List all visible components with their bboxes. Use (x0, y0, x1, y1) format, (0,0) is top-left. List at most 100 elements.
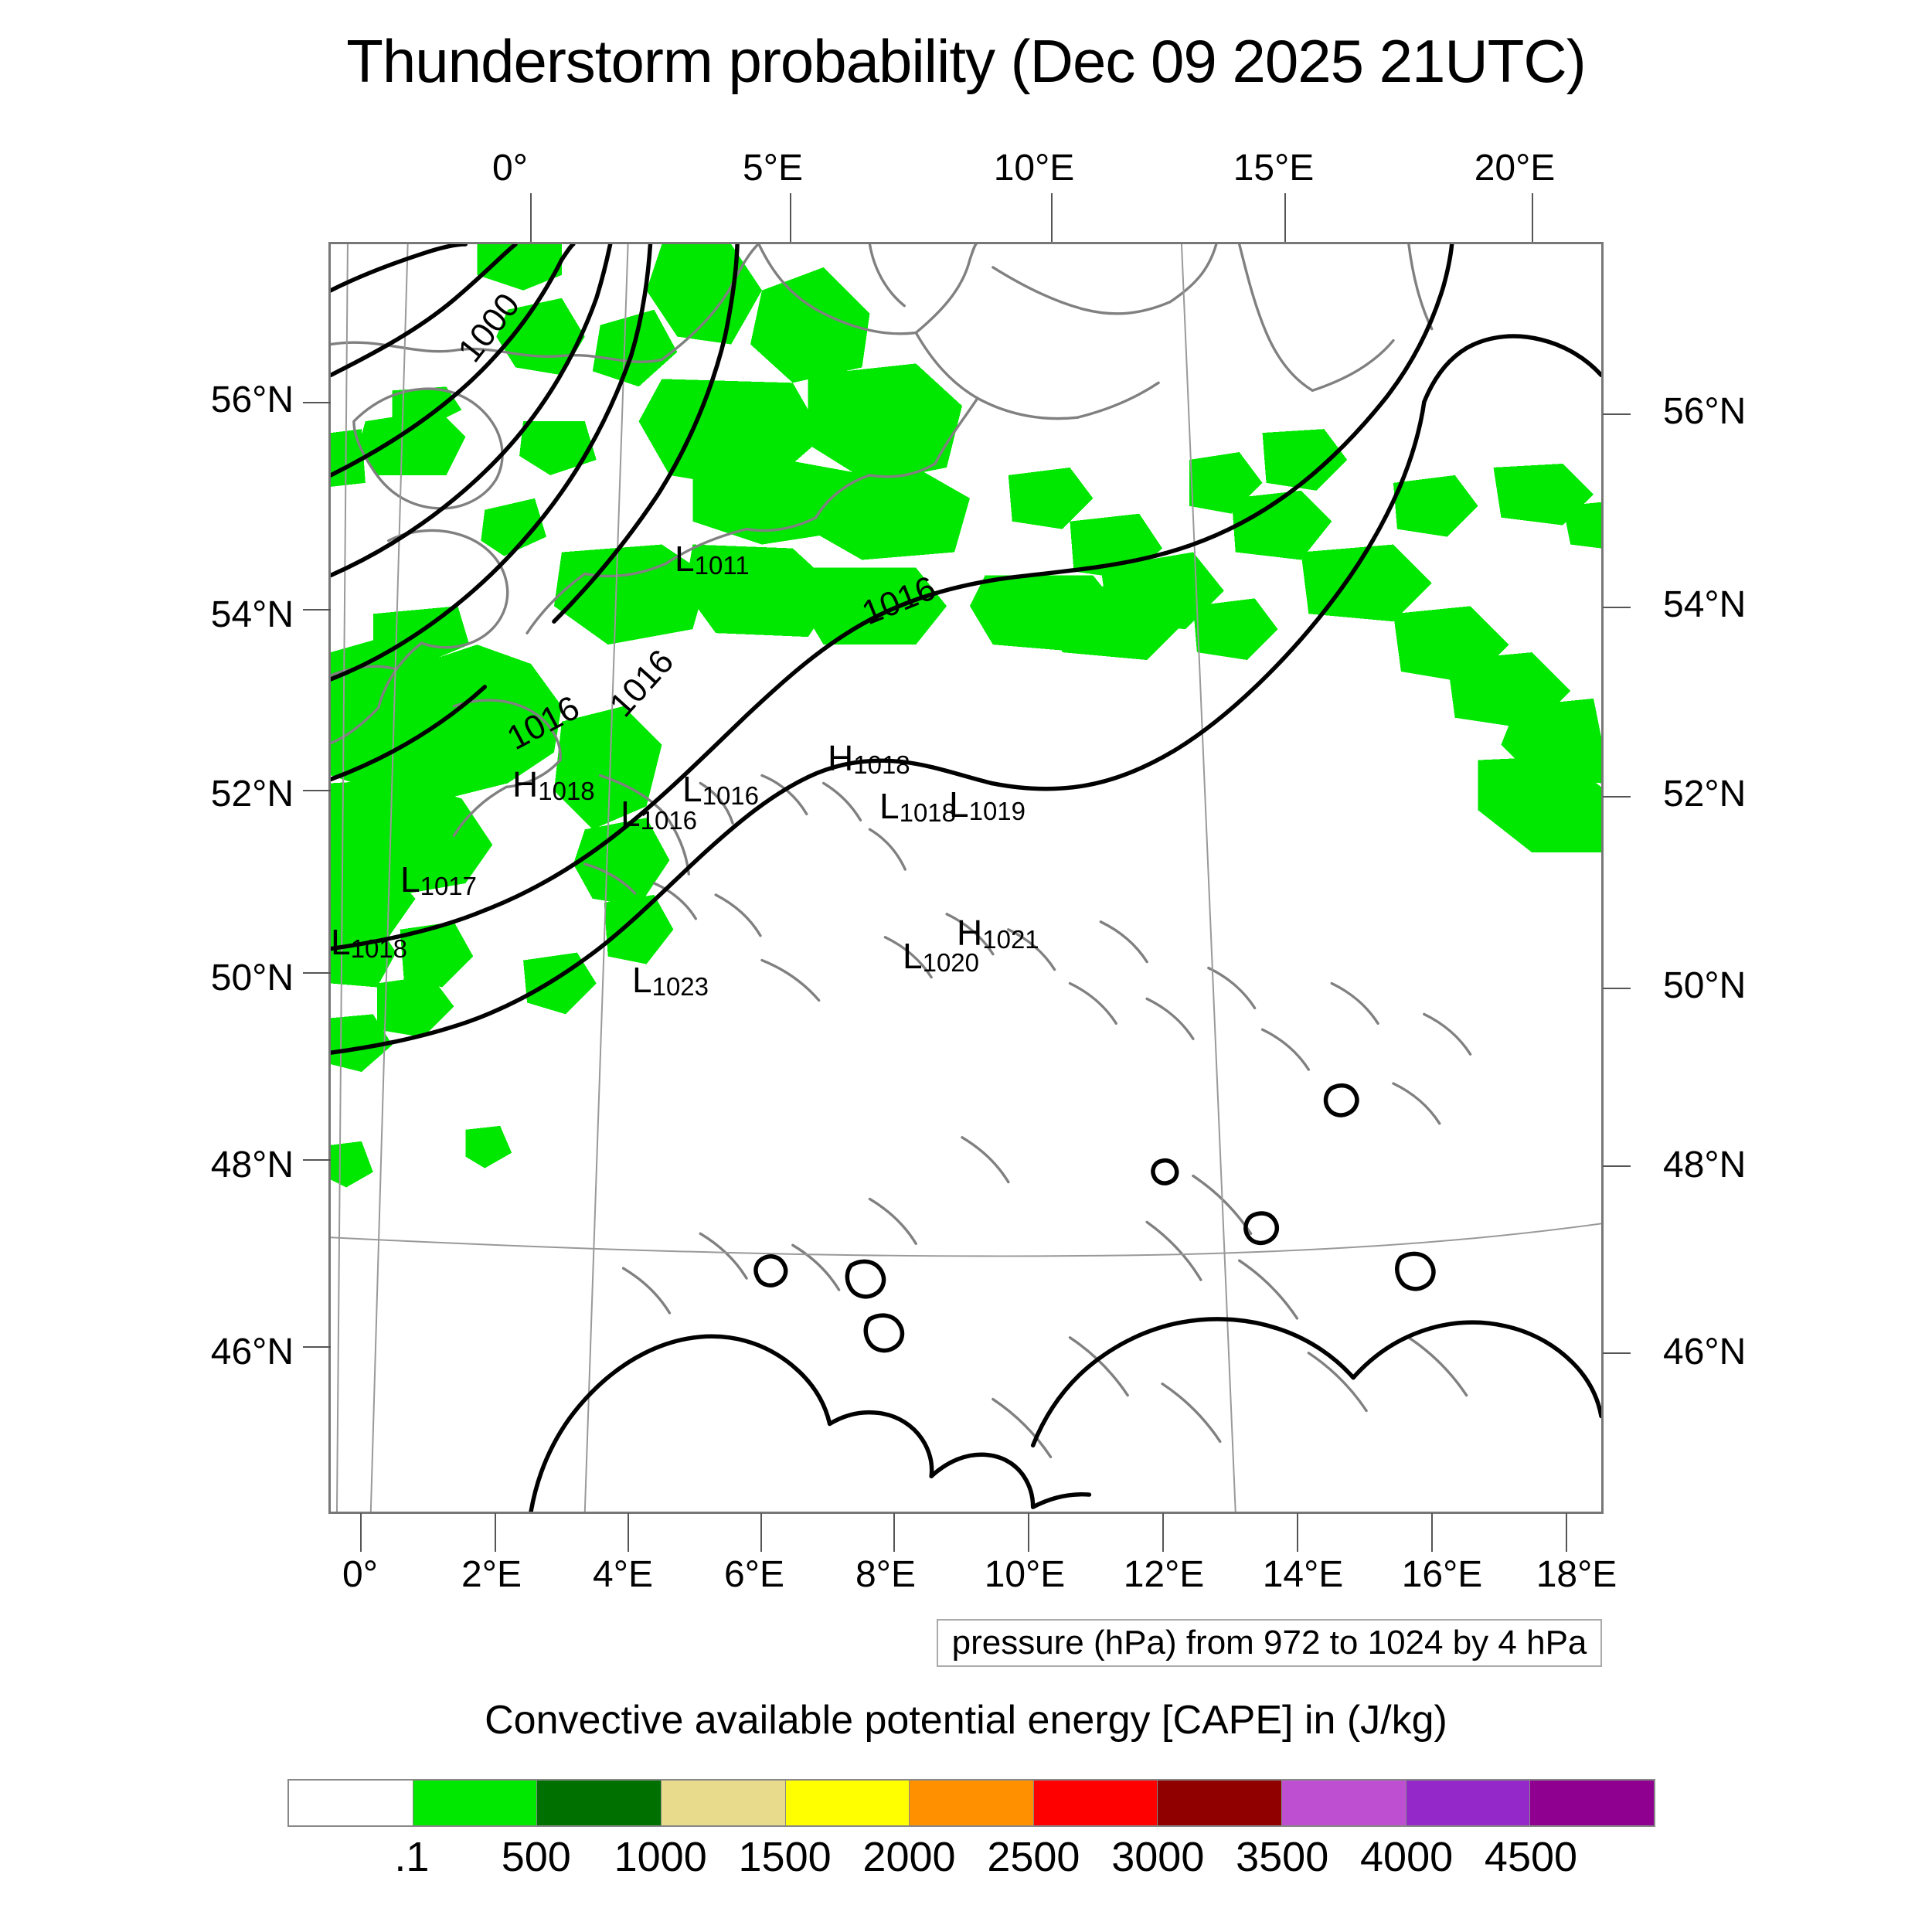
colorbar-label-7: 3500 (1236, 1834, 1329, 1880)
axis-label-top-5: 5°E (743, 148, 803, 189)
axis-label-right-54: 54°N (1663, 584, 1747, 625)
axis-tick-top-0 (530, 193, 532, 242)
axis-label-bottom-14: 14°E (1262, 1554, 1344, 1595)
pressure-centre-L-1016-a: L1016 (621, 793, 697, 835)
axis-tick-bottom-10 (1028, 1513, 1029, 1552)
axis-tick-bottom-6 (760, 1513, 762, 1552)
colorbar-label-5: 2500 (987, 1834, 1080, 1880)
map-plot-area: 1000 1016 1016 1016 L1011 H1018 L1016 L1… (328, 242, 1604, 1514)
pressure-centre-kind: L (632, 960, 652, 1000)
colorbar-swatch-3 (661, 1781, 786, 1825)
pressure-centre-kind: L (400, 859, 420, 900)
axis-tick-bottom-0 (360, 1513, 362, 1552)
pressure-centre-value: 1017 (420, 872, 478, 900)
axis-tick-bottom-16 (1431, 1513, 1433, 1552)
pressure-centre-kind: H (828, 738, 854, 778)
graticule-layer (331, 244, 1601, 1512)
axis-tick-top-10 (1051, 193, 1053, 242)
colorbar-label-9: 4500 (1484, 1834, 1578, 1880)
pressure-centre-H-1021: H1021 (957, 912, 1039, 954)
pressure-centre-value: 1016 (640, 806, 698, 835)
axis-label-bottom-16: 16°E (1401, 1554, 1483, 1595)
colorbar-label-6: 3000 (1111, 1834, 1205, 1880)
pressure-centre-H-1018-a: H1018 (512, 764, 595, 806)
colorbar-swatch-7 (1158, 1781, 1283, 1825)
page-title: Thunderstorm probability (Dec 09 2025 21… (346, 27, 1586, 95)
axis-tick-top-15 (1284, 193, 1286, 242)
axis-tick-right-46 (1603, 1352, 1631, 1354)
pressure-centre-L-1016-b: L1016 (682, 768, 759, 811)
axis-label-left-52: 52°N (210, 774, 294, 815)
colorbar-label-0: .1 (394, 1834, 430, 1880)
axis-tick-left-54 (303, 609, 331, 611)
cape-colorbar (287, 1779, 1655, 1827)
axis-label-right-46: 46°N (1663, 1332, 1747, 1372)
pressure-centre-value: 1016 (702, 781, 760, 810)
axis-tick-left-56 (303, 402, 331, 403)
axis-tick-right-52 (1603, 796, 1631, 798)
axis-label-bottom-4: 4°E (593, 1554, 653, 1595)
pressure-centre-value: 1018 (538, 777, 595, 805)
cape-shading-layer (331, 244, 1601, 1188)
pressure-centre-kind: L (621, 794, 641, 834)
colorbar-label-4: 2000 (862, 1834, 956, 1880)
pressure-range-note: pressure (hPa) from 972 to 1024 by 4 hPa (937, 1619, 1602, 1667)
colorbar-swatch-6 (1033, 1781, 1158, 1825)
axis-label-right-48: 48°N (1663, 1145, 1747, 1185)
colorbar-swatch-4 (785, 1781, 910, 1825)
pressure-centre-L-1020: L1020 (903, 935, 979, 978)
axis-label-right-56: 56°N (1663, 391, 1747, 432)
colorbar-swatch-10 (1530, 1781, 1655, 1825)
axis-tick-right-54 (1603, 607, 1631, 608)
pressure-centre-H-1018-b: H1018 (828, 737, 910, 780)
axis-label-top-20: 20°E (1474, 148, 1556, 189)
colorbar-label-1: 500 (501, 1834, 571, 1880)
axis-label-bottom-18: 18°E (1536, 1554, 1617, 1595)
coastline-layer (331, 244, 1472, 1458)
axis-tick-left-52 (303, 790, 331, 791)
colorbar-tick-labels: .1 500 1000 1500 2000 2500 3000 3500 400… (287, 1833, 1655, 1887)
map-svg (331, 244, 1601, 1512)
pressure-centre-value: 1021 (982, 925, 1039, 954)
pressure-centre-kind: L (879, 786, 900, 826)
axis-tick-top-5 (790, 193, 791, 242)
pressure-centre-kind: H (957, 913, 983, 953)
axis-tick-bottom-4 (628, 1513, 629, 1552)
axis-tick-top-20 (1532, 193, 1533, 242)
pressure-centre-kind: L (903, 936, 923, 976)
colorbar-label-3: 1500 (738, 1834, 832, 1880)
pressure-centre-L-1011: L1011 (675, 538, 750, 580)
axis-label-bottom-6: 6°E (724, 1554, 784, 1595)
pressure-contour-layer (331, 244, 1601, 1512)
axis-label-left-56: 56°N (210, 379, 294, 420)
axis-label-left-48: 48°N (210, 1145, 294, 1185)
colorbar-swatch-1 (413, 1781, 538, 1825)
pressure-centre-kind: H (512, 764, 539, 804)
axis-label-bottom-12: 12°E (1123, 1554, 1205, 1595)
axis-tick-bottom-18 (1566, 1513, 1567, 1552)
axis-tick-bottom-8 (893, 1513, 895, 1552)
pressure-centre-kind: L (682, 769, 702, 809)
axis-tick-left-50 (303, 972, 331, 974)
pressure-centre-L-1018-b: L1018 (331, 921, 407, 964)
axis-label-bottom-10: 10°E (984, 1554, 1066, 1595)
pressure-centre-value: 1019 (968, 797, 1026, 825)
colorbar-swatch-0 (289, 1781, 413, 1825)
colorbar-label-2: 1000 (614, 1834, 707, 1880)
pressure-centre-L-1017: L1017 (400, 859, 477, 901)
axis-tick-right-56 (1603, 413, 1631, 415)
pressure-centre-kind: L (949, 784, 969, 825)
colorbar-swatch-5 (910, 1781, 1034, 1825)
axis-label-bottom-8: 8°E (855, 1554, 916, 1595)
pressure-centre-value: 1011 (694, 551, 750, 580)
axis-tick-bottom-14 (1297, 1513, 1298, 1552)
axis-label-top-15: 15°E (1233, 148, 1315, 189)
colorbar-swatch-8 (1282, 1781, 1406, 1825)
axis-label-left-46: 46°N (210, 1332, 294, 1372)
pressure-centre-value: 1018 (899, 798, 957, 827)
axis-tick-left-46 (303, 1346, 331, 1348)
pressure-centre-value: 1018 (350, 934, 408, 963)
colorbar-swatch-9 (1406, 1781, 1531, 1825)
pressure-centre-kind: L (331, 922, 351, 962)
pressure-centre-L-1019: L1019 (949, 784, 1026, 826)
